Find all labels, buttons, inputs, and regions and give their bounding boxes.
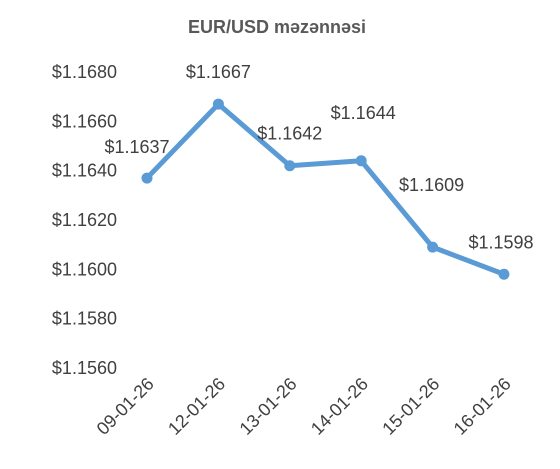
y-tick-label: $1.1580 bbox=[52, 309, 117, 329]
chart-title: EUR/USD məzənnəsi bbox=[188, 17, 366, 37]
y-tick-label: $1.1560 bbox=[52, 358, 117, 378]
x-tick-label: 14-01-26 bbox=[307, 374, 372, 439]
x-tick-label: 15-01-26 bbox=[378, 374, 443, 439]
x-tick-label: 13-01-26 bbox=[236, 374, 301, 439]
y-tick-label: $1.1620 bbox=[52, 210, 117, 230]
y-axis: $1.1560 $1.1580 $1.1600 $1.1620 $1.1640 $1.16… bbox=[52, 62, 117, 378]
data-point bbox=[498, 268, 510, 280]
y-tick-label: $1.1660 bbox=[52, 111, 117, 131]
data-point bbox=[212, 98, 224, 110]
data-label: $1.1609 bbox=[399, 175, 464, 195]
series-eur-usd bbox=[141, 98, 510, 280]
series-line bbox=[144, 101, 507, 277]
y-tick-label: $1.1680 bbox=[52, 62, 117, 82]
y-tick-label: $1.1640 bbox=[52, 161, 117, 181]
data-labels: $1.1637 $1.1667 $1.1642 $1.1644 $1.1609 $1.15… bbox=[104, 62, 533, 252]
x-tick-label: 09-01-26 bbox=[93, 374, 158, 439]
data-label: $1.1644 bbox=[331, 103, 396, 123]
x-axis: 09-01-26 12-01-26 13-01-26 14-01-26 15-01-26… bbox=[93, 374, 515, 439]
data-point bbox=[355, 155, 367, 167]
data-point bbox=[284, 160, 296, 172]
data-label: $1.1642 bbox=[257, 124, 322, 144]
data-point bbox=[427, 241, 439, 253]
data-label: $1.1667 bbox=[186, 62, 251, 82]
x-tick-label: 12-01-26 bbox=[164, 374, 229, 439]
data-label: $1.1637 bbox=[104, 137, 169, 157]
data-label: $1.1598 bbox=[468, 232, 533, 252]
data-point bbox=[141, 172, 153, 184]
y-tick-label: $1.1600 bbox=[52, 259, 117, 279]
x-tick-label: 16-01-26 bbox=[450, 374, 515, 439]
